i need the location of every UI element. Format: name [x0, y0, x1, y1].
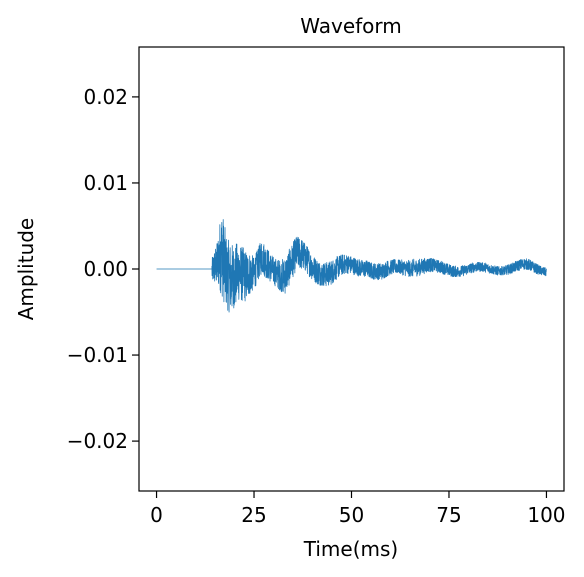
- x-axis-label: Time(ms): [303, 537, 398, 561]
- x-tick-label: 25: [241, 503, 266, 527]
- chart-title: Waveform: [300, 14, 402, 38]
- y-tick-label: −0.01: [67, 343, 128, 367]
- x-axis: 0 25 50 75 100: [150, 491, 566, 527]
- y-tick-label: 0.01: [83, 171, 128, 195]
- x-tick-label: 100: [527, 503, 565, 527]
- waveform-series-line: [156, 219, 547, 313]
- x-tick-label: 0: [150, 503, 163, 527]
- y-axis: 0.02 0.01 0.00 −0.01 −0.02: [67, 85, 139, 453]
- y-tick-label: 0.00: [83, 257, 128, 281]
- plot-area: [156, 219, 547, 313]
- x-tick-label: 75: [436, 503, 461, 527]
- y-tick-label: 0.02: [83, 85, 128, 109]
- x-tick-label: 50: [339, 503, 364, 527]
- y-axis-label: Amplitude: [14, 218, 38, 321]
- y-tick-label: −0.02: [67, 429, 128, 453]
